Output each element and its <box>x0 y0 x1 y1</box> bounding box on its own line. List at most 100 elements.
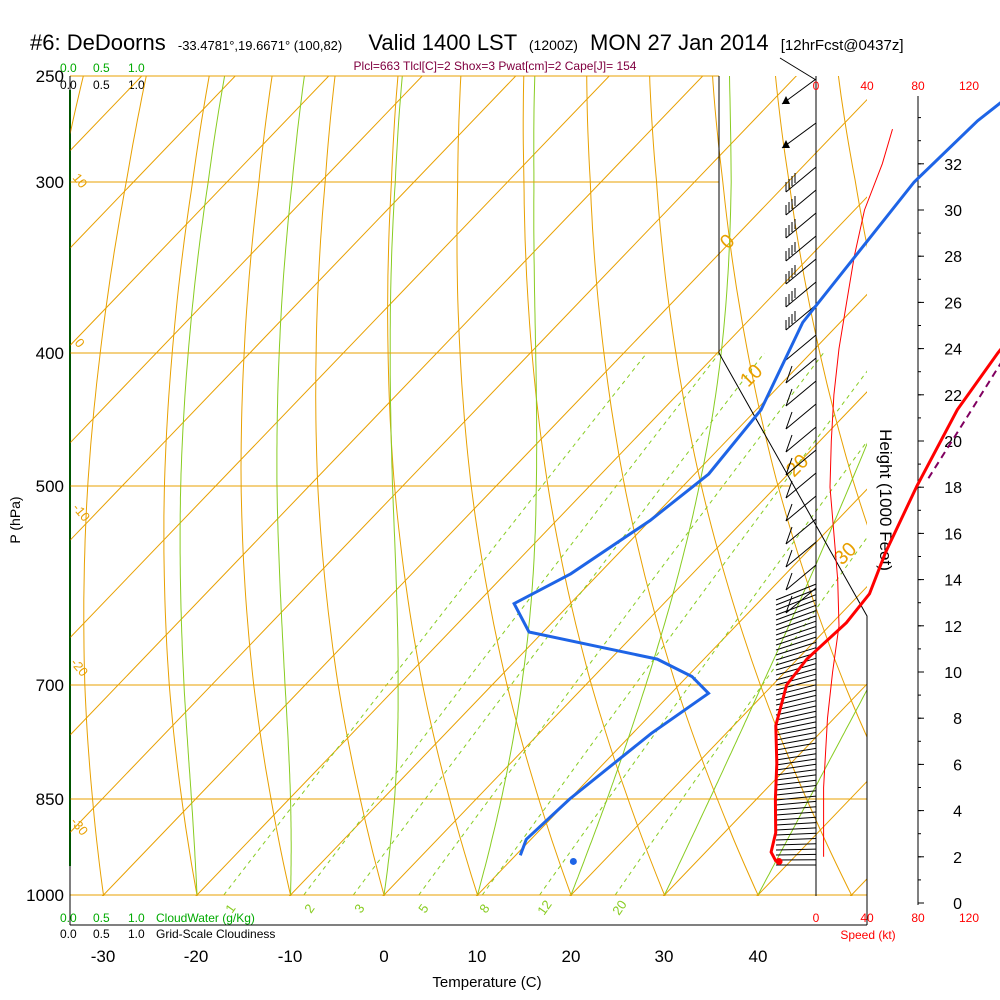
wind-barb-feather <box>785 457 793 476</box>
wind-barb <box>775 838 817 841</box>
wind-barb-feather <box>785 411 793 430</box>
speed-tick: 0 <box>813 79 820 93</box>
stability-indices: Plcl=663 Tlcl[C]=2 Shox=3 Pwat[cm]=2 Cap… <box>354 59 637 73</box>
pressure-tick: 300 <box>36 173 64 192</box>
wind-barb <box>775 663 817 676</box>
wind-barb-feather <box>785 595 793 614</box>
wind-barb <box>785 495 817 522</box>
wind-barb <box>775 848 817 851</box>
wind-barb <box>775 726 817 736</box>
cloudiness-tick: 0.5 <box>93 78 110 92</box>
dry-adiabat-line <box>586 76 760 896</box>
isotherm-line <box>70 76 610 639</box>
speed-tick: 80 <box>911 79 925 93</box>
wind-barb <box>775 832 817 836</box>
wind-barb <box>785 472 817 499</box>
wind-barb <box>775 710 817 721</box>
isotherm-line <box>70 76 797 834</box>
moist-adiabat-line <box>664 442 867 896</box>
dry-adiabat-labels: 10 0 -10 -20 -30 <box>68 170 94 838</box>
moist-adiabat-line <box>757 688 867 896</box>
isotherm-line <box>70 76 423 444</box>
wind-barb <box>775 790 817 796</box>
dewpoint-line <box>512 101 1000 856</box>
temperature-axis-label: Temperature (C) <box>432 974 541 991</box>
wind-barb <box>785 281 817 308</box>
wind-barb <box>785 380 817 407</box>
isotherm-line <box>475 488 867 896</box>
cloudwater-tick: 0.0 <box>60 911 77 925</box>
cloudiness-tick: 0.5 <box>93 927 110 941</box>
wind-barb <box>775 747 817 756</box>
isotherm-line <box>382 391 867 896</box>
height-tick-label: 32 <box>944 157 962 174</box>
mixing-ratio-line <box>303 352 720 896</box>
dry-adiabat-line <box>837 76 867 249</box>
height-tick-label: 12 <box>944 619 962 636</box>
speed-tick: 40 <box>860 79 874 93</box>
temperature-line <box>769 347 1000 863</box>
dry-adiabat-line <box>240 76 292 896</box>
wind-barb <box>775 705 817 716</box>
wind-barb <box>785 426 817 453</box>
pressure-tick: 250 <box>36 67 64 86</box>
wind-barb-feather <box>785 526 793 545</box>
height-tick-label: 18 <box>944 480 962 497</box>
moist-adiabat-line <box>383 76 403 896</box>
wind-barb <box>775 636 817 651</box>
temperature-tick: -30 <box>91 947 116 966</box>
isotherm-line <box>70 76 330 347</box>
height-tick-label: 22 <box>944 388 962 405</box>
utc-time: (1200Z) <box>529 37 578 53</box>
wind-barb <box>785 258 817 285</box>
wind-barb <box>785 541 817 568</box>
wind-barb <box>775 700 817 711</box>
isotherm-line <box>70 76 704 736</box>
wind-speed-profile <box>823 128 893 857</box>
wind-barb <box>775 795 817 801</box>
wind-barb <box>785 518 817 545</box>
wind-barb <box>785 235 817 262</box>
height-tick-label: 20 <box>944 434 962 451</box>
temperature-tick: 10 <box>468 947 487 966</box>
wind-barb <box>775 732 817 741</box>
pressure-tick: 700 <box>36 676 64 695</box>
isotherm-line <box>288 293 867 896</box>
isotherm-line <box>70 76 517 542</box>
parcel-line <box>926 362 1000 481</box>
wind-barb <box>775 631 817 646</box>
temperature-tick: -20 <box>184 947 209 966</box>
cloudiness-tick: 1.0 <box>128 78 145 92</box>
pressure-tick: 500 <box>36 477 64 496</box>
cloudwater-scale-bottom: 0.0 0.5 1.0 CloudWater (g/Kg) 0.0 0.5 1.… <box>60 911 275 941</box>
wind-barb <box>785 403 817 430</box>
isobar-lines <box>70 75 867 896</box>
wind-barb-feather <box>785 365 793 384</box>
dry-adiabat-line <box>961 60 1000 924</box>
mixing-ratio-label: 5 <box>415 901 431 916</box>
wind-barb <box>775 816 817 821</box>
height-tick-label: 30 <box>944 203 962 220</box>
dry-adiabat-line <box>0 60 25 924</box>
moist-adiabat-line <box>179 76 226 896</box>
dry-adiabat-label: -30 <box>68 814 92 838</box>
speed-tick: 0 <box>813 911 820 925</box>
dry-adiabat-line <box>456 76 572 896</box>
cloudwater-label: CloudWater (g/Kg) <box>156 911 255 925</box>
wind-barb <box>775 737 817 746</box>
wind-barb <box>775 827 817 831</box>
dry-adiabat-line <box>522 76 666 896</box>
valid-time: Valid 1400 LST <box>368 30 516 55</box>
height-axis-label: Height (1000 Feet) <box>876 429 895 571</box>
speed-tick: 80 <box>911 911 925 925</box>
wind-barb <box>785 334 817 361</box>
wind-barb <box>775 679 817 691</box>
dry-adiabat-line <box>163 76 210 896</box>
wind-barb <box>775 684 817 696</box>
wind-barb-feather <box>785 503 793 522</box>
wind-barb <box>775 641 817 656</box>
cloudiness-tick: 0.0 <box>60 78 77 92</box>
wind-speed-line <box>823 128 893 857</box>
wind-barb <box>775 588 817 606</box>
